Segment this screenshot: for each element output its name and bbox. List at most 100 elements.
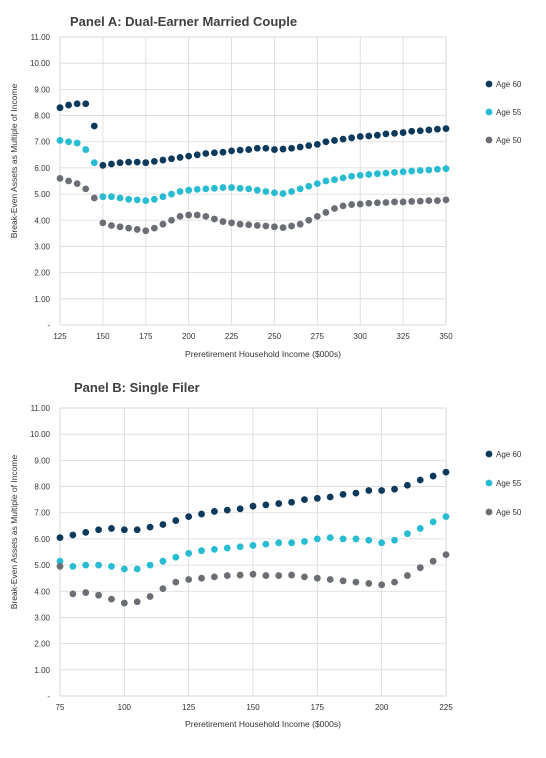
panel-a-data-point bbox=[296, 220, 304, 228]
panel-a-data-point bbox=[185, 186, 193, 194]
panel-b-data-point bbox=[275, 500, 283, 507]
panel-a-data-point bbox=[159, 220, 167, 228]
panel-b-data-point bbox=[429, 472, 437, 480]
panel-b-x-tick-label: 100 bbox=[118, 703, 132, 712]
panel-a-data-point bbox=[193, 211, 201, 219]
panel-b-data-point bbox=[339, 535, 347, 543]
panel-b-data-point bbox=[133, 598, 141, 606]
panel-b-data-point bbox=[223, 544, 231, 552]
panel-a-data-point bbox=[168, 155, 175, 163]
panel-b-data-point bbox=[172, 553, 180, 561]
panel-a-data-point bbox=[228, 184, 235, 191]
panel-a-x-tick-label: 150 bbox=[96, 332, 110, 341]
panel-b-data-point bbox=[275, 572, 283, 579]
panel-a-data-point bbox=[373, 170, 381, 178]
panel-b-data-point bbox=[288, 498, 295, 506]
panel-b-y-tick-label: 4.00 bbox=[34, 587, 50, 596]
panel-b-legend-marker bbox=[485, 450, 493, 458]
panel-b-data-point bbox=[159, 521, 167, 528]
panel-a-data-point bbox=[202, 185, 210, 193]
panel-a-data-point bbox=[65, 177, 72, 185]
panel-b-data-point bbox=[172, 578, 180, 586]
panel-a-data-point bbox=[399, 198, 407, 206]
panel-b-data-point bbox=[339, 491, 347, 498]
panel-a-data-point bbox=[228, 147, 235, 155]
panel-b-x-tick-label: 125 bbox=[182, 703, 196, 712]
panel-a-data-point bbox=[425, 197, 433, 205]
panel-b-data-point bbox=[69, 563, 77, 570]
panel-a-x-tick-label: 350 bbox=[439, 332, 453, 341]
panel-a-data-point bbox=[236, 220, 244, 228]
panel-a-data-point bbox=[416, 167, 424, 174]
panel-b-data-point bbox=[429, 518, 437, 526]
panel-b-x-tick-label: 75 bbox=[56, 703, 65, 712]
panel-a-x-tick-label: 275 bbox=[311, 332, 325, 341]
panel-b-data-point bbox=[108, 525, 115, 532]
panel-b-data-point bbox=[236, 543, 244, 551]
panel-a-data-point bbox=[279, 224, 287, 232]
panel-b-data-point bbox=[378, 581, 386, 589]
panel-b-legend-label: Age 55 bbox=[496, 479, 522, 488]
panel-a-data-point bbox=[279, 145, 287, 153]
panel-b-data-point bbox=[211, 573, 218, 581]
panel-b-data-point bbox=[404, 572, 411, 579]
panel-a-data-point bbox=[356, 171, 364, 179]
panel-a-data-point bbox=[168, 190, 175, 198]
panel-b-data-point bbox=[133, 526, 141, 534]
panel-b-series-age-50 bbox=[56, 551, 450, 607]
panel-b-y-tick-label: - bbox=[47, 692, 50, 701]
panel-a-data-point bbox=[322, 177, 330, 185]
panel-b-data-point bbox=[95, 561, 102, 569]
panel-a-data-point bbox=[211, 149, 218, 157]
panel-a-y-tick-label: 2.00 bbox=[34, 269, 50, 278]
panel-a-data-point bbox=[331, 205, 338, 212]
panel-a-legend-marker bbox=[485, 80, 493, 88]
panel-a-data-point bbox=[193, 151, 201, 159]
panel-b-x-tick-label: 225 bbox=[439, 703, 453, 712]
panel-a-data-point bbox=[65, 138, 72, 146]
panel-a-data-point bbox=[253, 144, 261, 152]
panel-a-data-point bbox=[365, 171, 373, 178]
panel-b-data-point bbox=[378, 487, 386, 494]
panel-a-x-axis-title: Preretirement Household Income ($000s) bbox=[185, 349, 341, 359]
panel-b-data-point bbox=[223, 506, 231, 514]
panel-a-chart: Panel A: Dual-Earner Married Couple - 1.00… bbox=[9, 14, 522, 359]
panel-a-data-point bbox=[82, 185, 90, 193]
panel-a-data-point bbox=[271, 189, 278, 197]
panel-b-data-point bbox=[198, 510, 205, 518]
panel-a-data-point bbox=[253, 186, 261, 194]
panel-b-data-point bbox=[365, 580, 373, 587]
panel-b-data-point bbox=[223, 572, 231, 579]
panel-a-data-point bbox=[271, 223, 278, 231]
panel-b-data-point bbox=[146, 523, 154, 531]
panel-a-data-point bbox=[82, 100, 90, 108]
panel-b-series-age-60 bbox=[56, 468, 450, 541]
panel-a-data-point bbox=[331, 176, 338, 184]
panel-a-data-point bbox=[399, 129, 407, 136]
panel-a-data-point bbox=[99, 161, 107, 169]
panel-b-data-point bbox=[108, 595, 115, 603]
panel-b-data-point bbox=[82, 528, 90, 536]
panel-b-y-tick-label: 2.00 bbox=[34, 640, 50, 649]
panel-a-data-point bbox=[150, 195, 158, 203]
panel-b-data-point bbox=[391, 578, 398, 586]
panel-a-y-axis-title: Break-Even Assets as Multiple of Income bbox=[9, 83, 19, 238]
panel-b-x-axis-title: Preretirement Household Income ($000s) bbox=[185, 719, 341, 729]
panel-b-data-point bbox=[262, 572, 270, 579]
panel-a-data-point bbox=[90, 194, 98, 202]
panel-a-legend-label: Age 60 bbox=[496, 80, 522, 89]
panel-a-data-point bbox=[279, 190, 287, 197]
panel-b-data-point bbox=[275, 539, 283, 547]
panel-a-data-point bbox=[211, 215, 218, 223]
panel-a-data-point bbox=[434, 125, 441, 133]
panel-a-data-point bbox=[108, 193, 115, 201]
panel-b-data-point bbox=[185, 513, 193, 521]
panel-b-y-tick-label: 9.00 bbox=[34, 456, 50, 465]
panel-a-data-point bbox=[365, 132, 373, 140]
panel-b-data-point bbox=[301, 538, 308, 545]
panel-a-data-point bbox=[228, 219, 235, 227]
panel-a-data-point bbox=[150, 224, 158, 232]
panel-a-data-point bbox=[408, 167, 416, 175]
panel-b-chart: Panel B: Single Filer - 1.00 2.00 3.00 4.00 5.… bbox=[9, 380, 522, 729]
panel-a-data-point bbox=[150, 157, 158, 165]
